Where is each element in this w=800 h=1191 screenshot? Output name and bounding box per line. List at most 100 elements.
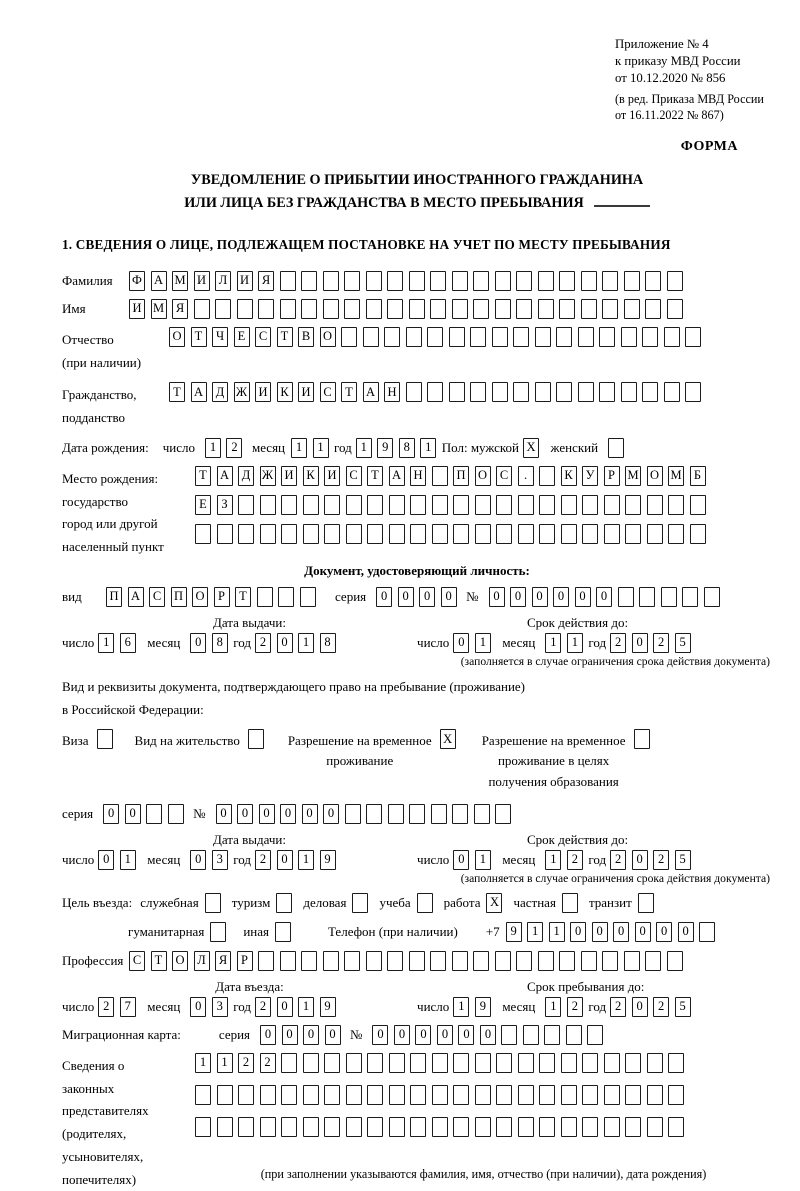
char-cell[interactable] [660,586,677,607]
char-cell[interactable]: 2 [259,1052,276,1073]
char-cell[interactable] [517,1084,534,1105]
char-cell[interactable] [663,326,680,347]
char-cell[interactable] [367,1116,383,1137]
char-cell[interactable] [474,494,491,515]
char-cell[interactable] [431,1052,448,1073]
char-cell[interactable] [625,1084,641,1105]
char-cell[interactable] [279,950,296,971]
option-temp-residence-education-checkbox[interactable] [626,729,650,750]
char-cell[interactable] [663,382,680,403]
char-cell[interactable]: 0 [276,849,293,870]
char-cell[interactable]: 0 [553,586,570,607]
char-cell[interactable] [534,382,551,403]
char-cell[interactable] [603,523,620,544]
char-cell[interactable]: 1 [548,921,565,942]
char-cell[interactable] [281,1116,297,1137]
char-cell[interactable] [539,1116,555,1137]
char-cell[interactable]: 2 [653,849,670,870]
char-cell[interactable]: 0 [190,996,207,1017]
char-cell[interactable]: Т [276,326,293,347]
char-cell[interactable] [625,523,641,544]
char-cell[interactable]: 0 [415,1024,432,1045]
char-cell[interactable]: 0 [237,803,254,824]
char-cell[interactable]: 5 [674,632,691,653]
char-cell[interactable] [534,326,551,347]
char-cell[interactable]: 0 [276,996,293,1017]
char-cell[interactable]: 1 [545,632,562,653]
char-cell[interactable]: 2 [226,437,243,458]
char-cell[interactable]: Е [233,326,250,347]
char-cell[interactable]: О [319,326,336,347]
char-cell[interactable] [366,803,383,824]
char-cell[interactable]: 0 [458,1024,475,1045]
char-cell[interactable] [603,1116,620,1137]
char-cell[interactable] [302,494,319,515]
char-cell[interactable]: Я [215,950,231,971]
char-cell[interactable] [431,1084,448,1105]
char-cell[interactable]: 1 [195,1052,211,1073]
char-cell[interactable] [324,1052,340,1073]
char-cell[interactable]: 8 [398,437,415,458]
char-cell[interactable]: 0 [453,849,470,870]
char-cell[interactable]: Н [384,382,400,403]
char-cell[interactable]: Ж [233,382,250,403]
char-cell[interactable] [427,382,443,403]
char-cell[interactable]: 9 [505,921,522,942]
char-cell[interactable] [387,298,403,319]
char-cell[interactable] [625,494,641,515]
purpose-transit-checkbox[interactable] [632,892,654,913]
char-cell[interactable] [473,270,489,291]
char-cell[interactable] [668,1052,684,1073]
char-cell[interactable]: 0 [215,803,232,824]
char-cell[interactable] [494,298,511,319]
char-cell[interactable] [517,1116,534,1137]
sex-male-checkbox[interactable]: X [523,437,545,458]
char-cell[interactable] [544,1024,561,1045]
char-cell[interactable]: Б [689,465,706,486]
char-cell[interactable] [474,1116,491,1137]
char-cell[interactable] [408,950,425,971]
char-cell[interactable] [324,494,340,515]
char-cell[interactable] [646,523,663,544]
char-cell[interactable]: П [170,586,187,607]
char-cell[interactable] [668,494,684,515]
char-cell[interactable] [216,523,233,544]
char-cell[interactable] [516,298,532,319]
char-cell[interactable]: 9 [377,437,394,458]
char-cell[interactable] [539,465,555,486]
char-cell[interactable] [431,494,448,515]
char-cell[interactable] [388,523,405,544]
char-cell[interactable]: А [216,465,233,486]
char-cell[interactable] [238,1084,254,1105]
char-cell[interactable]: 0 [372,1024,389,1045]
char-cell[interactable] [324,1084,340,1105]
char-cell[interactable]: Т [150,950,167,971]
char-cell[interactable] [668,1116,684,1137]
char-cell[interactable]: 0 [323,803,340,824]
char-cell[interactable]: 0 [631,849,648,870]
char-cell[interactable] [602,298,618,319]
char-cell[interactable] [559,270,575,291]
char-cell[interactable] [410,523,426,544]
char-cell[interactable]: 2 [653,996,670,1017]
char-cell[interactable] [602,950,618,971]
char-cell[interactable] [703,586,720,607]
char-cell[interactable] [238,494,254,515]
char-cell[interactable] [501,1024,518,1045]
char-cell[interactable] [539,1084,555,1105]
char-cell[interactable] [603,1084,620,1105]
char-cell[interactable] [603,494,620,515]
char-cell[interactable]: 3 [211,849,228,870]
char-cell[interactable] [345,1084,362,1105]
char-cell[interactable] [560,494,577,515]
char-cell[interactable] [259,1116,276,1137]
char-cell[interactable] [491,326,508,347]
char-cell[interactable]: 9 [474,996,491,1017]
char-cell[interactable] [345,1052,362,1073]
char-cell[interactable]: 0 [677,921,694,942]
